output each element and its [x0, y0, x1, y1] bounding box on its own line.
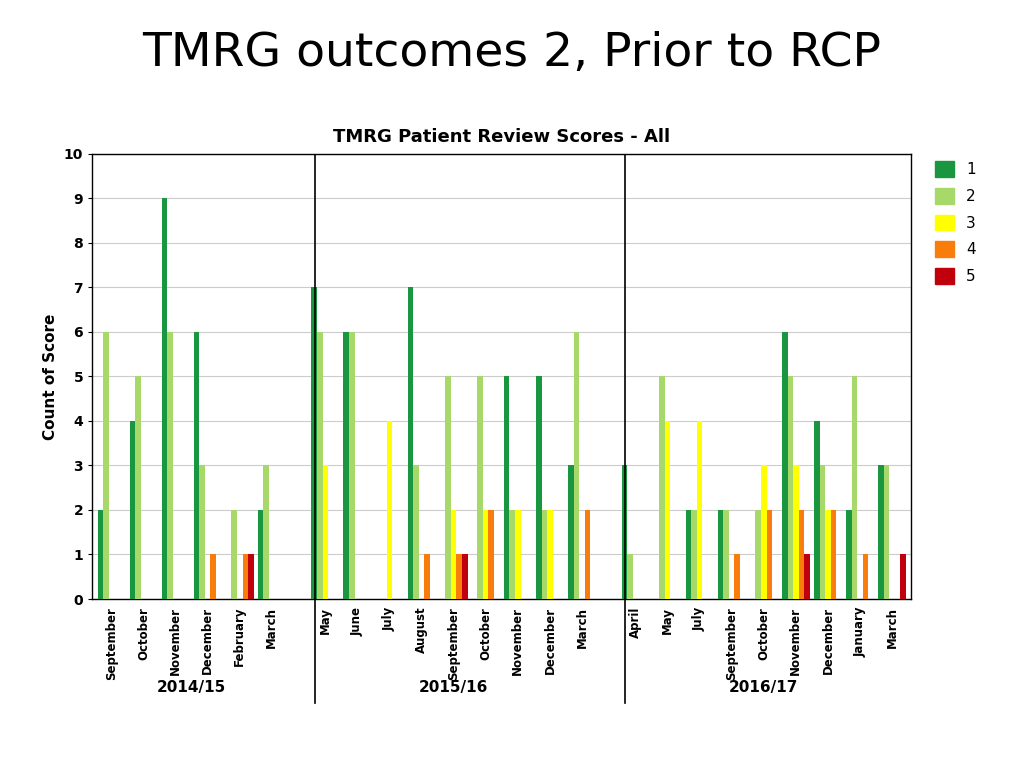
- Bar: [248, 554, 254, 599]
- Bar: [194, 332, 200, 599]
- Bar: [483, 510, 488, 599]
- Bar: [477, 376, 483, 599]
- Bar: [627, 554, 633, 599]
- Bar: [414, 465, 419, 599]
- Text: 2016/17: 2016/17: [729, 680, 799, 695]
- Bar: [585, 510, 590, 599]
- Bar: [424, 554, 430, 599]
- Bar: [311, 287, 317, 599]
- Bar: [884, 465, 889, 599]
- Bar: [830, 510, 837, 599]
- Bar: [767, 510, 772, 599]
- Bar: [317, 332, 323, 599]
- Legend: 1, 2, 3, 4, 5: 1, 2, 3, 4, 5: [935, 161, 976, 284]
- Bar: [568, 465, 573, 599]
- Bar: [243, 554, 248, 599]
- Bar: [622, 465, 627, 599]
- Bar: [665, 421, 671, 599]
- Bar: [167, 332, 173, 599]
- Bar: [573, 332, 580, 599]
- Bar: [349, 332, 354, 599]
- Bar: [263, 465, 269, 599]
- Bar: [408, 287, 414, 599]
- Bar: [451, 510, 457, 599]
- Bar: [536, 376, 542, 599]
- Bar: [200, 465, 205, 599]
- Bar: [793, 465, 799, 599]
- Title: TMRG Patient Review Scores - All: TMRG Patient Review Scores - All: [333, 128, 671, 147]
- Bar: [799, 510, 804, 599]
- Bar: [852, 376, 857, 599]
- Bar: [696, 421, 702, 599]
- Bar: [258, 510, 263, 599]
- Bar: [761, 465, 767, 599]
- Bar: [863, 554, 868, 599]
- Bar: [504, 376, 510, 599]
- Bar: [162, 198, 167, 599]
- Bar: [804, 554, 810, 599]
- Bar: [97, 510, 103, 599]
- Bar: [819, 465, 825, 599]
- Bar: [547, 510, 553, 599]
- Bar: [515, 510, 520, 599]
- Bar: [814, 421, 819, 599]
- Bar: [343, 332, 349, 599]
- Bar: [756, 510, 761, 599]
- Bar: [510, 510, 515, 599]
- Bar: [723, 510, 729, 599]
- Bar: [691, 510, 696, 599]
- Bar: [231, 510, 237, 599]
- Bar: [445, 376, 451, 599]
- Bar: [211, 554, 216, 599]
- Bar: [462, 554, 468, 599]
- Text: 2015/16: 2015/16: [419, 680, 488, 695]
- Bar: [542, 510, 547, 599]
- Bar: [323, 465, 328, 599]
- Bar: [782, 332, 787, 599]
- Bar: [879, 465, 884, 599]
- Bar: [488, 510, 494, 599]
- Bar: [135, 376, 140, 599]
- Bar: [686, 510, 691, 599]
- Bar: [718, 510, 723, 599]
- Y-axis label: Count of Score: Count of Score: [43, 313, 58, 439]
- Bar: [734, 554, 740, 599]
- Bar: [900, 554, 906, 599]
- Bar: [659, 376, 665, 599]
- Bar: [825, 510, 830, 599]
- Text: 2014/15: 2014/15: [157, 680, 226, 695]
- Bar: [846, 510, 852, 599]
- Bar: [457, 554, 462, 599]
- Bar: [103, 332, 109, 599]
- Bar: [787, 376, 793, 599]
- Text: TMRG outcomes 2, Prior to RCP: TMRG outcomes 2, Prior to RCP: [142, 31, 882, 76]
- Bar: [130, 421, 135, 599]
- Bar: [387, 421, 392, 599]
